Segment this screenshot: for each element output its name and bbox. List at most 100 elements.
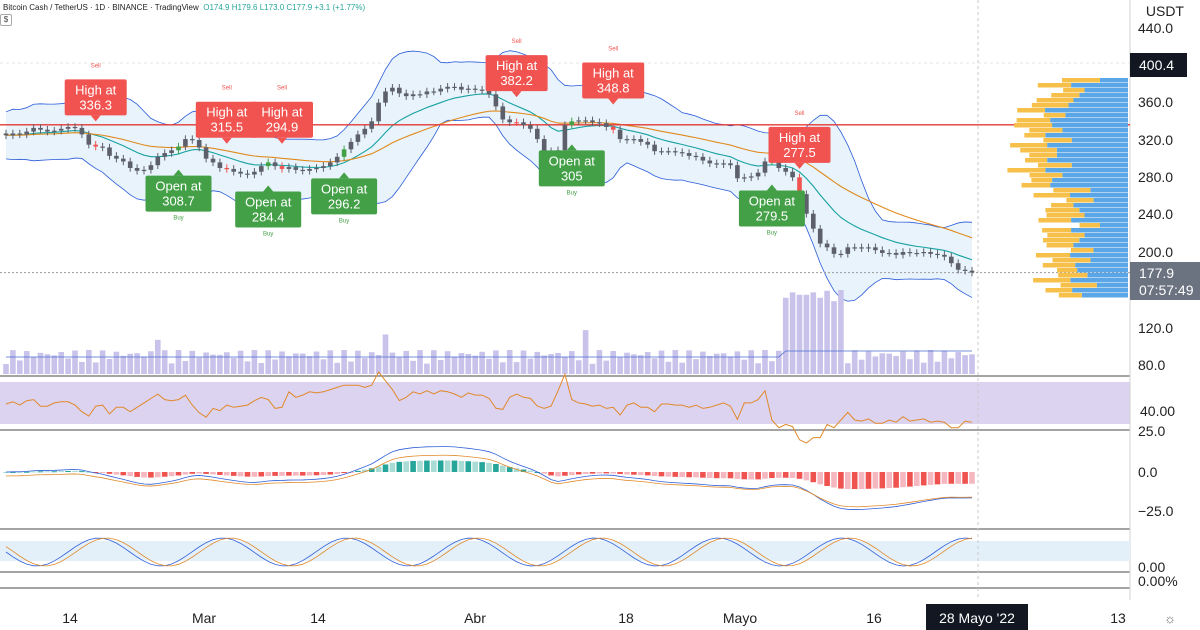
ohlc-readout: O174.9 H179.6 L173.0 C177.9 +3.1 (+1.77%…: [203, 3, 366, 12]
candle-body: [507, 119, 512, 123]
candle-body: [169, 150, 174, 154]
candle-body: [93, 144, 98, 147]
volume-bar: [79, 361, 85, 374]
candle-body: [804, 194, 809, 214]
volume-bar: [486, 358, 492, 374]
scale-toggle-button[interactable]: $: [0, 14, 12, 26]
price-tick-label: 80.0: [1138, 357, 1165, 373]
volume-bar: [341, 350, 347, 374]
volume-profile-bar: [1036, 98, 1074, 103]
candle-body: [134, 168, 140, 171]
volume-profile-bar: [1050, 118, 1128, 123]
candle-body: [597, 122, 602, 124]
volume-profile-bar: [1073, 203, 1128, 208]
macd-histogram-bar: [161, 472, 168, 477]
volume-profile-bar: [1045, 208, 1080, 213]
volume-bar: [762, 350, 768, 374]
macd-histogram-bar: [10, 471, 16, 473]
volume-profile-bar: [1046, 243, 1074, 248]
sell-label-pointer: [794, 162, 805, 169]
volume-bar: [479, 351, 485, 374]
volume-bar: [424, 363, 430, 374]
volume-bar: [375, 355, 382, 374]
macd-tick-label: 25.0: [1138, 423, 1165, 439]
volume-profile-bar: [1033, 193, 1071, 198]
candle-body: [24, 131, 29, 135]
volume-bar: [355, 350, 361, 374]
current-date-label: 28 Mayo '22: [939, 610, 1015, 626]
volume-profile-bar: [1052, 178, 1128, 183]
volume-bar: [596, 350, 603, 374]
candle-body: [328, 162, 333, 167]
volume-bar: [161, 350, 168, 374]
candle-body: [52, 130, 57, 132]
macd-histogram-bar: [479, 462, 485, 472]
macd-histogram-bar: [562, 472, 568, 476]
volume-bar: [941, 350, 948, 374]
volume-bar: [175, 350, 182, 374]
candle-body: [79, 127, 85, 135]
macd-histogram-bar: [941, 472, 948, 484]
volume-bar: [306, 356, 313, 374]
macd-histogram-bar: [500, 465, 506, 472]
volume-bar: [548, 354, 554, 374]
volume-profile-bar: [1077, 268, 1128, 273]
ema-slow-line: [5, 110, 973, 239]
symbol-line[interactable]: Bitcoin Cash / TetherUS · 1D · BINANCE ·…: [3, 3, 199, 12]
volume-profile-bar: [1081, 293, 1128, 298]
buy-label-title: Open at: [321, 181, 368, 196]
macd-histogram-bar: [44, 471, 51, 473]
volume-profile-bar: [1010, 143, 1048, 148]
candle-body: [666, 151, 671, 153]
candle-body: [817, 228, 823, 244]
volume-bar: [527, 358, 534, 374]
macd-histogram-bar: [23, 471, 30, 473]
sell-label-value: 336.3: [79, 97, 112, 112]
macd-histogram-bar: [927, 472, 934, 485]
price-tick-label: 280.0: [1138, 169, 1173, 185]
volume-bar: [127, 353, 133, 374]
volume-bar: [610, 350, 616, 374]
sell-label-box: [251, 101, 313, 138]
macd-histogram-bar: [748, 472, 754, 480]
volume-bar: [748, 350, 754, 374]
volume-bar: [451, 356, 458, 374]
volume-profile-bar: [1043, 138, 1072, 143]
sell-label-title: High at: [206, 105, 248, 120]
volume-bar: [230, 357, 237, 374]
volume-bar: [134, 353, 140, 374]
candle-body: [72, 126, 78, 129]
time-axis-label: 13: [1110, 610, 1126, 626]
volume-profile-bar: [1020, 148, 1057, 153]
price-tick-label: 440.0: [1138, 20, 1173, 36]
volume-bar: [258, 363, 265, 374]
volume-bar: [665, 361, 672, 374]
sell-label-box: [768, 126, 831, 163]
macd-histogram-bar: [362, 469, 368, 472]
volume-profile-bar: [1053, 188, 1091, 193]
volume-bar: [555, 352, 561, 374]
macd-histogram-bar: [575, 472, 582, 475]
candle-body: [183, 139, 188, 147]
macd-histogram-bar: [858, 472, 865, 490]
macd-histogram-bar: [334, 472, 340, 474]
macd-histogram-bar: [672, 472, 679, 477]
macd-histogram-bar: [437, 460, 444, 472]
candle-body: [17, 133, 23, 135]
candle-body: [935, 253, 940, 256]
buy-label-box: [145, 175, 212, 212]
volume-bar: [672, 350, 679, 374]
candle-body: [314, 168, 319, 170]
volume-profile-bar: [1062, 128, 1128, 133]
chart-settings-icon[interactable]: ☼: [1164, 611, 1176, 626]
volume-bar: [244, 361, 251, 374]
macd-histogram-bar: [838, 472, 844, 489]
macd-histogram-bar: [106, 472, 113, 474]
volume-bar: [37, 352, 44, 374]
macd-histogram-bar: [293, 472, 299, 476]
macd-histogram-bar: [679, 472, 685, 478]
volume-profile-bar: [1046, 213, 1085, 218]
candle-body: [438, 88, 443, 92]
candle-body: [403, 93, 409, 97]
